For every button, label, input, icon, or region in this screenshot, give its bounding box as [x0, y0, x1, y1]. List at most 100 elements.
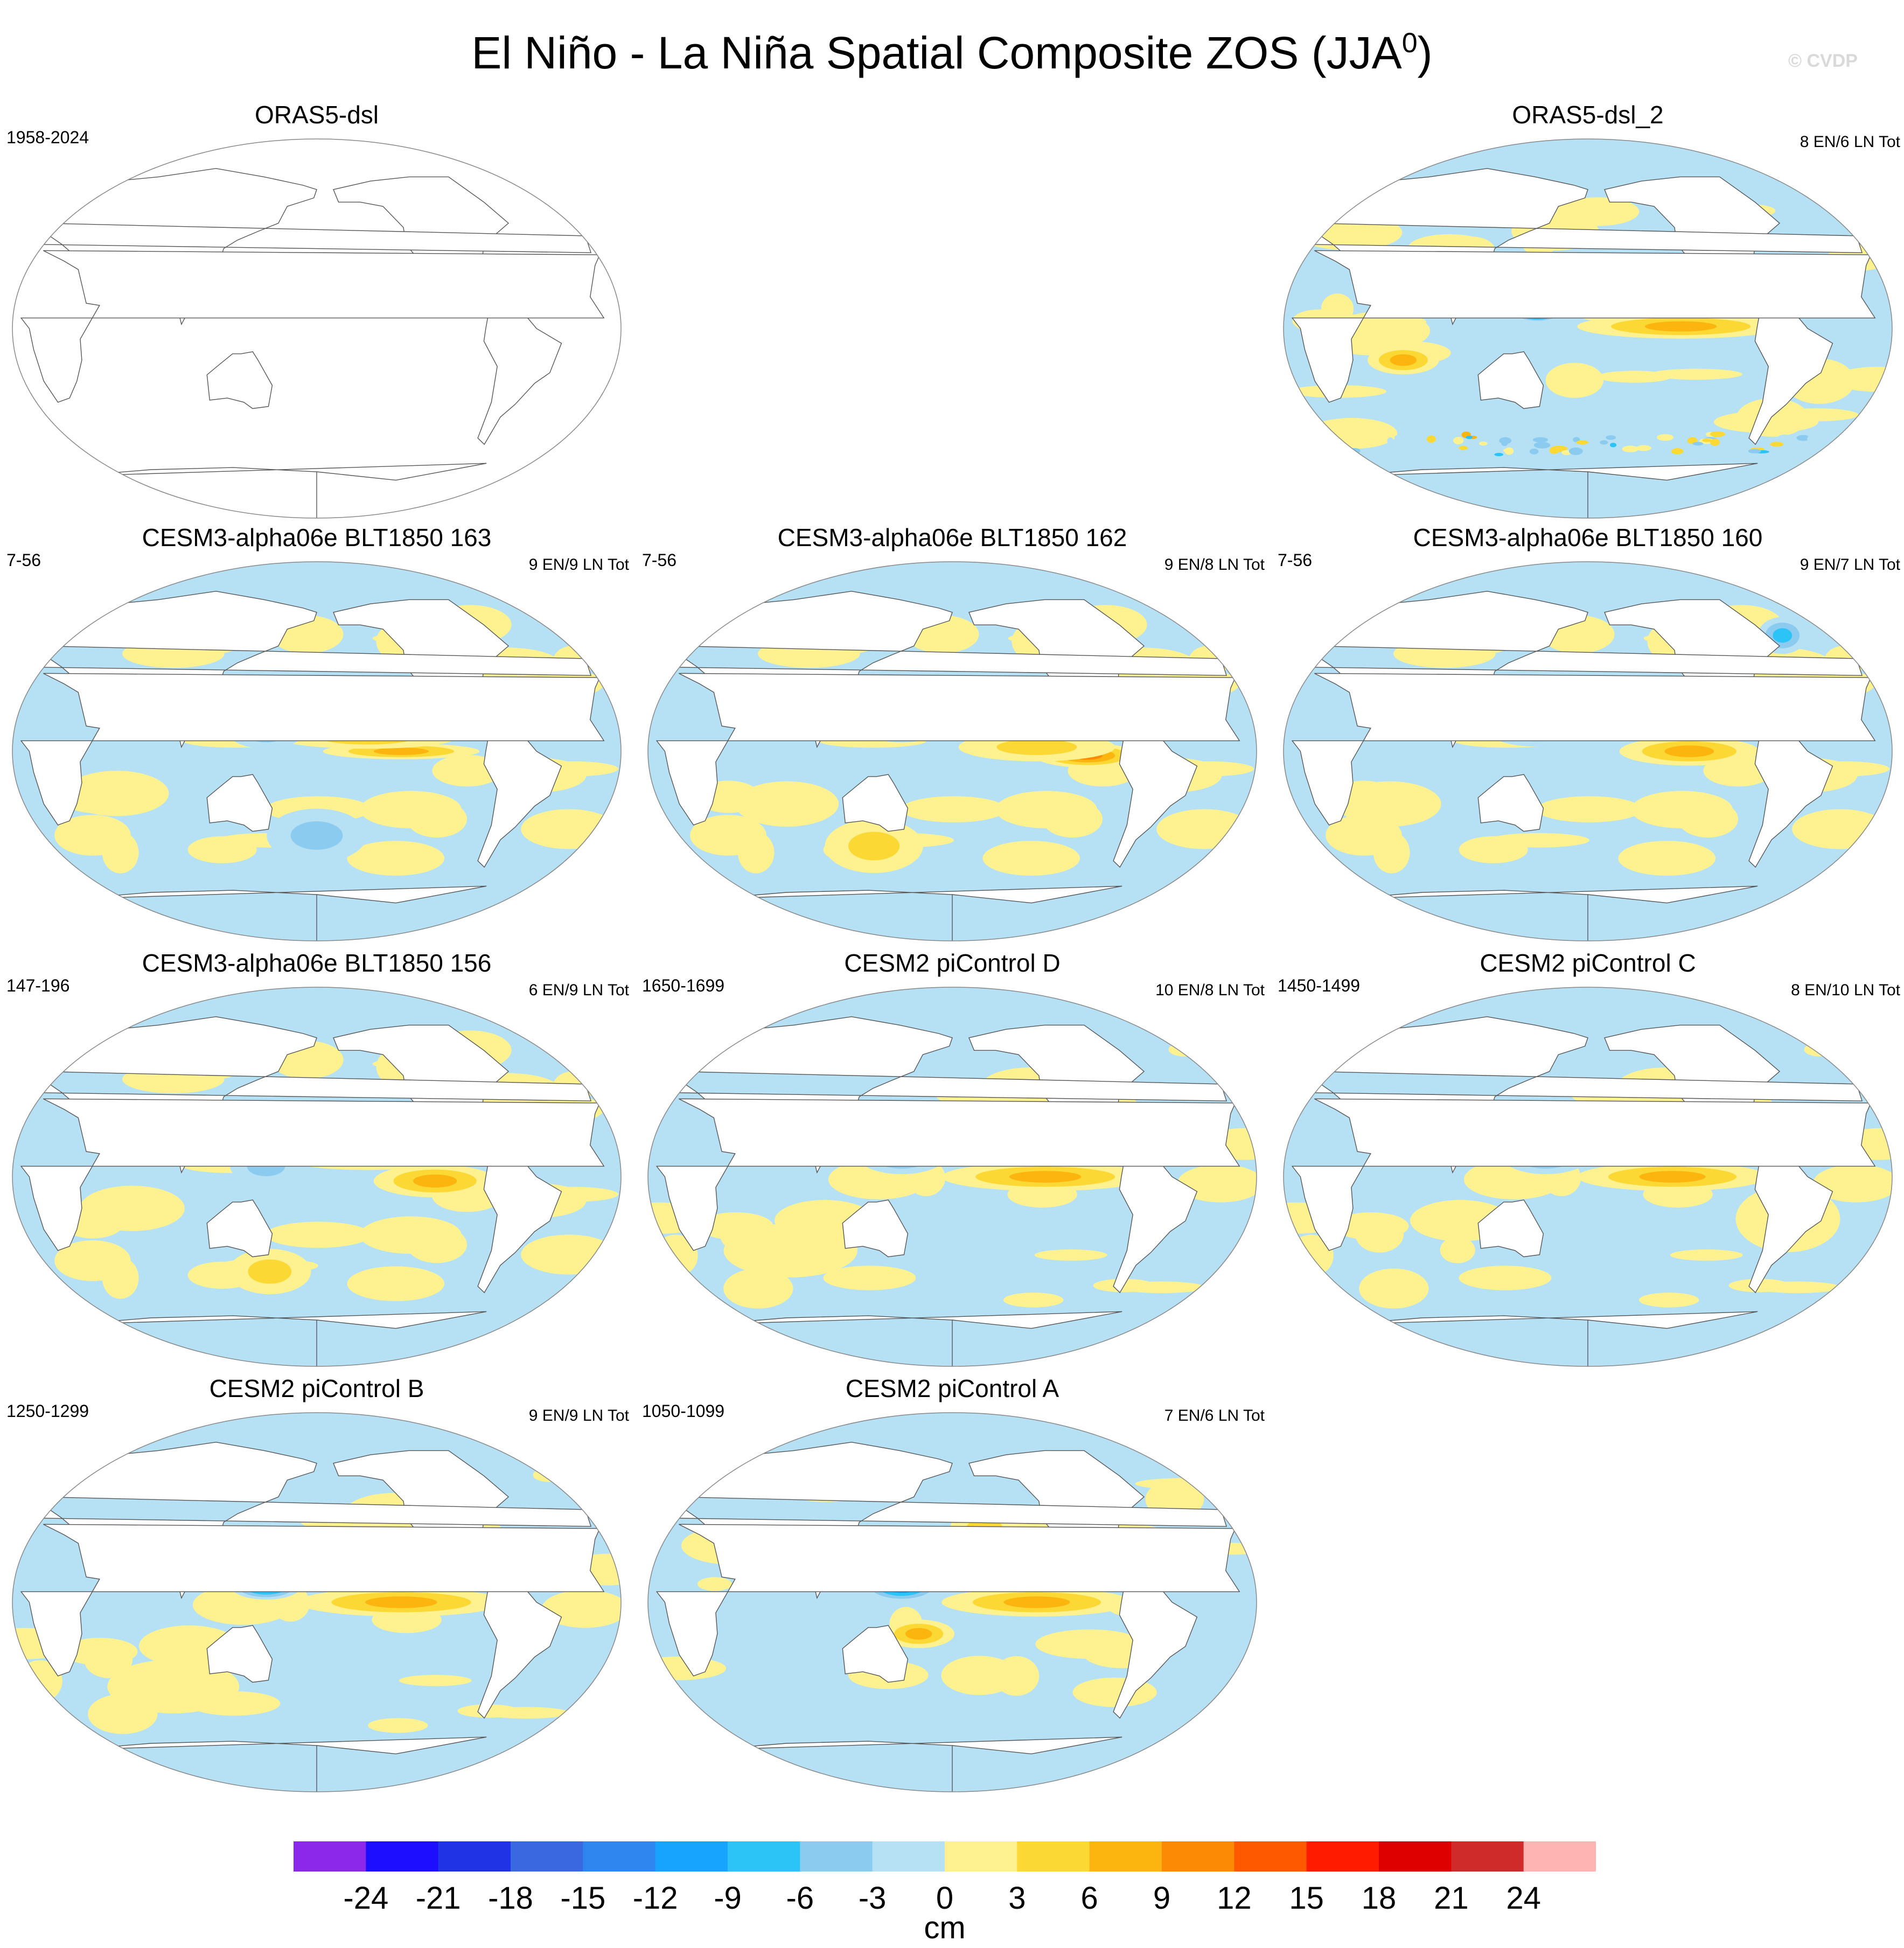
- map-panel-blt1850-160: CESM3-alpha06e BLT1850 160 7-56 9 EN/7 L…: [1275, 522, 1900, 948]
- land-australia: [842, 1199, 909, 1258]
- anomaly-patch: [1638, 1293, 1699, 1308]
- colorbar-box: [872, 1841, 945, 1872]
- anomaly-patch: [1306, 418, 1398, 449]
- map-outline: [12, 561, 622, 941]
- land-antarctica: [710, 1736, 1122, 1792]
- land-australia: [206, 1199, 273, 1258]
- southern-ocean-noise: [1710, 431, 1726, 437]
- map-outline: [12, 1412, 622, 1792]
- anomaly-contour: [107, 1659, 240, 1714]
- land-australia: [206, 351, 273, 409]
- figure-title-superscript: 0: [1401, 27, 1418, 59]
- anomaly-patch: [1545, 362, 1604, 398]
- anomaly-patch: [367, 1718, 428, 1733]
- map-panel-picontrol-b: CESM2 piControl B 1250-1299 9 EN/9 LN To…: [4, 1373, 629, 1799]
- anomaly-patch: [1650, 368, 1743, 380]
- land-africa: [1291, 250, 1876, 403]
- colorbar-tick-label: -24: [343, 1881, 389, 1916]
- map-outline: [12, 138, 622, 519]
- anomaly-contour: [413, 1174, 457, 1188]
- figure-title-text: El Niño - La Niña Spatial Composite ZOS …: [471, 27, 1402, 78]
- southern-ocean-noise: [1459, 445, 1468, 450]
- anomaly-contour: [905, 1628, 932, 1640]
- land-africa: [20, 673, 605, 826]
- land-antarctica: [74, 885, 487, 941]
- anomaly-patch: [723, 1268, 793, 1309]
- colorbar-box: [728, 1841, 800, 1872]
- anomaly-patch: [901, 796, 1007, 822]
- colorbar-box: [1379, 1841, 1452, 1872]
- panel-counts: 9 EN/9 LN Tot: [528, 1407, 629, 1425]
- anomaly-patch: [690, 815, 766, 856]
- southern-ocean-noise: [1387, 437, 1394, 445]
- southern-ocean-noise: [1807, 435, 1815, 443]
- panel-years: 1450-1499: [1278, 976, 1361, 995]
- anomaly-patch: [1774, 408, 1859, 422]
- colorbar-tick-label: -15: [560, 1881, 606, 1916]
- southern-ocean-noise: [1568, 447, 1583, 455]
- southern-ocean-noise: [1426, 435, 1436, 443]
- southern-ocean-noise: [1606, 435, 1616, 440]
- map-panel-picontrol-c: CESM2 piControl C 1450-1499 8 EN/10 LN T…: [1275, 948, 1900, 1373]
- map-outline: [1283, 138, 1893, 519]
- robinson-map: [12, 987, 622, 1367]
- land-africa: [655, 673, 1240, 826]
- colorbar-tick-label: 15: [1289, 1881, 1324, 1916]
- colorbar-box: [1451, 1841, 1524, 1872]
- anomaly-contour: [1337, 781, 1441, 827]
- land-africa: [20, 250, 605, 403]
- anomaly-patch: [1812, 1164, 1892, 1203]
- land-australia: [842, 774, 909, 832]
- panel-counts: 10 EN/8 LN Tot: [1155, 981, 1265, 999]
- anomaly-patch: [187, 836, 257, 863]
- colorbar-box: [294, 1841, 366, 1872]
- panel-counts: 9 EN/8 LN Tot: [1164, 556, 1265, 574]
- southern-ocean-noise: [1839, 449, 1846, 453]
- land-australia: [206, 774, 273, 832]
- panel-counts: 8 EN/6 LN Tot: [1800, 133, 1900, 151]
- panel-years: 7-56: [642, 550, 677, 570]
- land-antarctica: [710, 885, 1122, 941]
- colorbar: [294, 1841, 1596, 1872]
- anomaly-patch: [1034, 1249, 1107, 1261]
- land-africa: [1291, 673, 1876, 826]
- land-antarctica: [1345, 1311, 1758, 1366]
- panel-counts: 8 EN/10 LN Tot: [1791, 981, 1900, 999]
- panel-counts: 6 EN/9 LN Tot: [528, 981, 629, 999]
- colorbar-tick-label: 9: [1153, 1881, 1171, 1916]
- anomaly-patch: [1459, 1266, 1552, 1290]
- anomaly-patch: [1459, 836, 1528, 863]
- anomaly-contour: [1664, 745, 1714, 757]
- southern-ocean-noise: [1417, 451, 1425, 455]
- panel-years: 7-56: [6, 550, 41, 570]
- southern-ocean-noise: [1317, 445, 1332, 450]
- colorbar-tick-label: -3: [858, 1881, 887, 1916]
- map-outline: [647, 561, 1257, 941]
- anomaly-contour: [64, 771, 169, 816]
- map-panel-picontrol-d: CESM2 piControl D 1650-1699 10 EN/8 LN T…: [640, 948, 1265, 1373]
- southern-ocean-noise: [1576, 440, 1589, 445]
- panel-title: CESM3-alpha06e BLT1850 162: [777, 523, 1127, 551]
- map-panel-blt1850-156: CESM3-alpha06e BLT1850 156 147-196 6 EN/…: [4, 948, 629, 1373]
- anomaly-patch: [54, 1240, 131, 1281]
- panel-counts: 7 EN/6 LN Tot: [1164, 1407, 1265, 1425]
- panel-years: 1958-2024: [6, 128, 89, 147]
- southern-ocean-noise: [1615, 435, 1627, 438]
- colorbar-tick-label: -12: [632, 1881, 678, 1916]
- anomaly-patch: [823, 1266, 916, 1290]
- panel-years: 147-196: [6, 976, 70, 995]
- land-africa: [655, 1524, 1240, 1677]
- land-antarctica: [74, 1311, 487, 1366]
- anomaly-contour: [1390, 354, 1417, 366]
- anomaly-patch: [1670, 1249, 1743, 1261]
- anomaly-patch: [265, 1221, 371, 1248]
- southern-ocean-noise: [1770, 442, 1784, 447]
- anomaly-patch: [1536, 796, 1642, 822]
- southern-ocean-noise: [1610, 443, 1617, 448]
- southern-ocean-noise: [1478, 441, 1488, 446]
- colorbar-box: [1162, 1841, 1235, 1872]
- panel-title: CESM2 piControl C: [1480, 949, 1696, 977]
- map-outline: [12, 987, 622, 1367]
- southern-ocean-noise: [1657, 434, 1674, 441]
- land-antarctica: [710, 1311, 1122, 1366]
